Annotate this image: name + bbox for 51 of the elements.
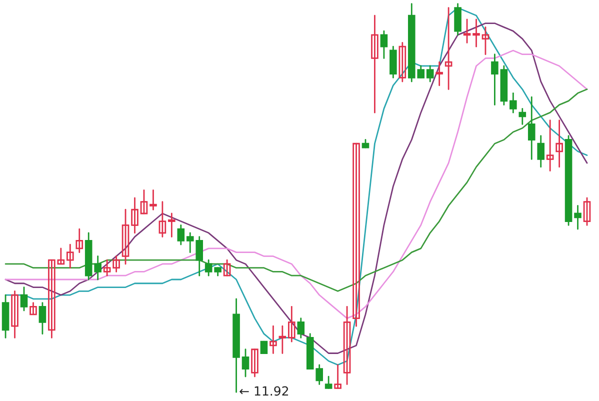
candlestick bbox=[20, 286, 28, 312]
candlestick bbox=[38, 302, 46, 335]
candlestick bbox=[546, 120, 554, 172]
candlestick bbox=[574, 205, 582, 230]
candlestick bbox=[463, 18, 471, 44]
candlestick bbox=[76, 228, 84, 254]
candlestick bbox=[260, 340, 268, 354]
candlestick bbox=[158, 201, 166, 238]
candlestick bbox=[352, 142, 360, 327]
candlestick bbox=[398, 42, 406, 82]
candlestick bbox=[334, 364, 342, 389]
candlestick bbox=[223, 259, 231, 276]
candlestick bbox=[537, 135, 544, 168]
candlestick bbox=[583, 197, 591, 226]
candlestick bbox=[380, 30, 388, 59]
candlestick bbox=[436, 61, 443, 86]
candlestick bbox=[242, 348, 250, 378]
candlestick bbox=[204, 259, 212, 276]
candlestick bbox=[528, 96, 536, 160]
candlestick bbox=[491, 54, 498, 106]
candlestick bbox=[66, 244, 74, 269]
candlestick bbox=[48, 259, 56, 338]
candlestick bbox=[444, 7, 452, 90]
candlestick bbox=[140, 190, 148, 214]
candlestick bbox=[278, 325, 286, 354]
candlestick bbox=[343, 306, 351, 386]
candlestick bbox=[454, 3, 462, 36]
candlestick bbox=[150, 190, 157, 210]
candlestick bbox=[177, 224, 185, 246]
candlestick bbox=[131, 197, 138, 234]
candlestick bbox=[288, 306, 296, 342]
candlestick bbox=[122, 208, 130, 265]
candlestick bbox=[472, 18, 480, 48]
candlestick bbox=[297, 318, 305, 338]
candlestick bbox=[371, 14, 378, 114]
candlestick bbox=[57, 248, 65, 265]
candlestick bbox=[510, 92, 517, 114]
candlestick bbox=[30, 302, 37, 316]
candlestick bbox=[168, 212, 176, 238]
candlestick bbox=[270, 325, 277, 354]
annotation: ← 11.92 bbox=[240, 386, 288, 396]
candlestick bbox=[556, 120, 563, 168]
candlestick bbox=[103, 259, 111, 276]
candlestick bbox=[324, 376, 332, 389]
candlestick bbox=[482, 26, 490, 56]
candlestick bbox=[251, 348, 258, 378]
candlestick bbox=[390, 46, 397, 78]
candlestick bbox=[426, 65, 434, 82]
candlestick bbox=[112, 256, 120, 272]
candlestick bbox=[11, 290, 18, 338]
candlestick bbox=[518, 108, 526, 125]
